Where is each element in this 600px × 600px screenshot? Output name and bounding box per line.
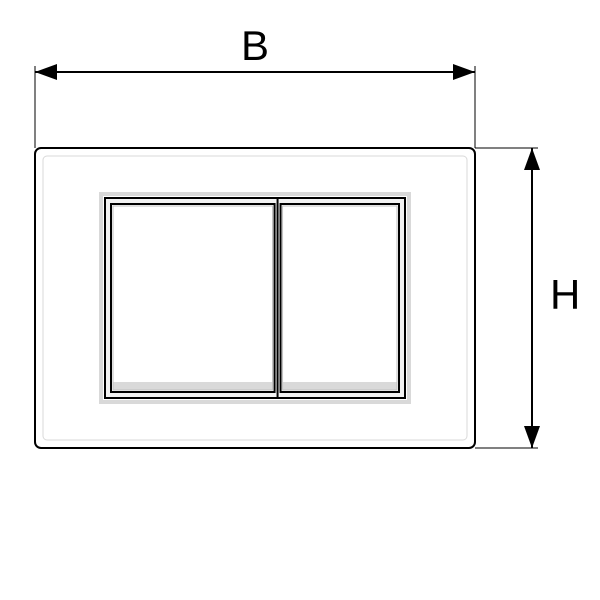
- flush-button-small[interactable]: [281, 204, 399, 392]
- flush-button-large[interactable]: [111, 204, 275, 392]
- dimension-width-label: B: [241, 22, 269, 69]
- dimension-height-label: H: [550, 271, 580, 318]
- flush-button-large-highlight: [113, 382, 273, 390]
- flush-button-small-highlight: [283, 382, 397, 390]
